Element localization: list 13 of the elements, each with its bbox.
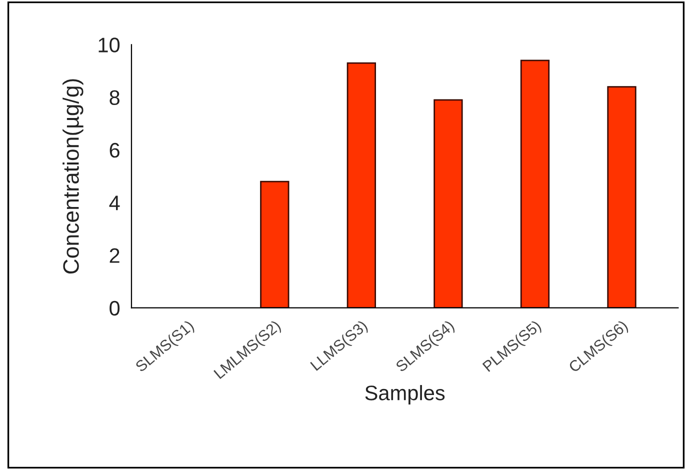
- bar: [434, 99, 463, 308]
- bar: [260, 180, 290, 308]
- y-tick-label: 0: [110, 300, 120, 316]
- y-axis-title: Concentration(µg/g): [62, 79, 84, 274]
- y-tick-label: 6: [110, 142, 120, 158]
- bar: [346, 62, 376, 308]
- y-tick-label: 4: [109, 196, 120, 210]
- x-axis-title: Samples: [365, 385, 445, 404]
- y-tick-label: 8: [110, 90, 120, 106]
- y-tick-label: 2: [110, 248, 120, 263]
- bar: [607, 86, 636, 308]
- y-tick-label: 10: [98, 38, 120, 52]
- bar: [520, 60, 550, 308]
